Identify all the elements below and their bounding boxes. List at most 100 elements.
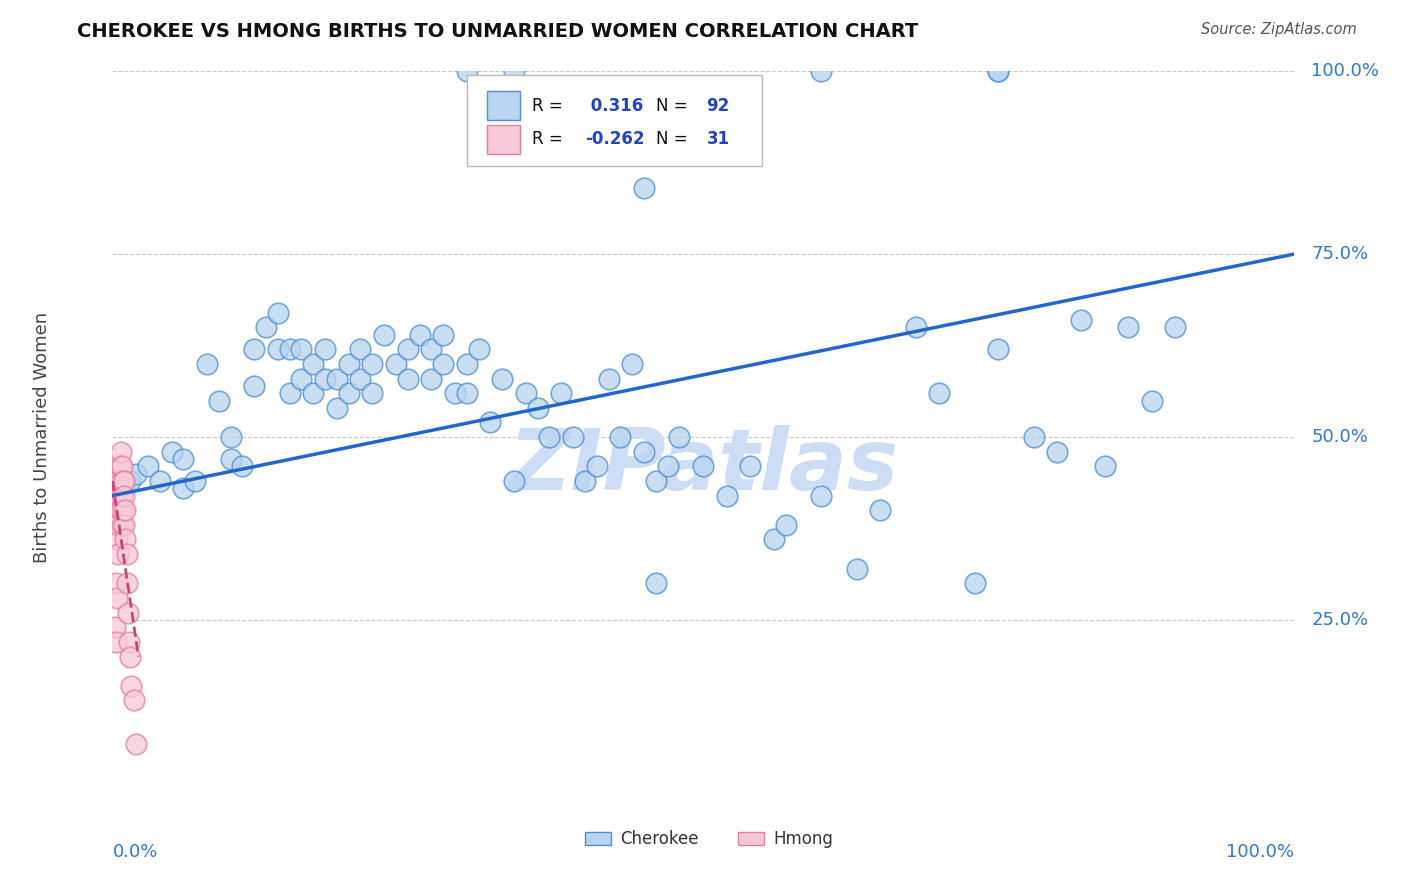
Point [432, 327, 454, 342]
Point [136, 459, 159, 474]
Point [172, 481, 194, 495]
Point [117, 606, 139, 620]
Point [633, 181, 655, 195]
Point [845, 562, 868, 576]
Point [120, 679, 142, 693]
Point [869, 503, 891, 517]
Point [456, 64, 478, 78]
Point [668, 430, 690, 444]
Point [598, 371, 620, 385]
Point [290, 371, 312, 385]
Point [104, 620, 127, 634]
Point [125, 737, 148, 751]
Point [114, 503, 136, 517]
Point [112, 474, 135, 488]
Point [1070, 313, 1092, 327]
Point [110, 474, 132, 488]
Point [278, 343, 301, 357]
Text: 75.0%: 75.0% [1312, 245, 1368, 263]
Point [1140, 393, 1163, 408]
Text: Source: ZipAtlas.com: Source: ZipAtlas.com [1201, 22, 1357, 37]
Point [467, 343, 489, 357]
Point [110, 444, 132, 458]
Text: Cherokee: Cherokee [620, 830, 699, 847]
Point [184, 474, 207, 488]
Text: CHEROKEE VS HMONG BIRTHS TO UNMARRIED WOMEN CORRELATION CHART: CHEROKEE VS HMONG BIRTHS TO UNMARRIED WO… [77, 22, 918, 41]
Point [491, 371, 513, 385]
Point [762, 533, 785, 547]
Point [118, 635, 141, 649]
Point [314, 343, 336, 357]
Point [396, 371, 419, 385]
Point [644, 474, 666, 488]
Point [105, 591, 128, 605]
Point [111, 489, 134, 503]
Point [456, 386, 478, 401]
Point [479, 416, 502, 430]
Point [195, 357, 218, 371]
Point [361, 357, 384, 371]
Text: R =: R = [531, 130, 562, 148]
Point [267, 343, 290, 357]
Point [243, 379, 266, 393]
Point [633, 444, 655, 458]
Point [278, 386, 301, 401]
Point [149, 474, 172, 488]
Point [105, 635, 128, 649]
Point [290, 343, 312, 357]
Point [526, 401, 548, 415]
Point [172, 452, 194, 467]
Text: 25.0%: 25.0% [1312, 611, 1368, 629]
Point [111, 459, 134, 474]
Point [550, 386, 572, 401]
FancyBboxPatch shape [486, 125, 520, 154]
Point [1164, 320, 1187, 334]
Point [775, 517, 797, 532]
Point [810, 64, 832, 78]
Point [219, 430, 242, 444]
Point [112, 503, 135, 517]
Point [444, 386, 467, 401]
Point [326, 371, 349, 385]
Point [107, 547, 129, 561]
Text: 100.0%: 100.0% [1312, 62, 1379, 80]
Point [420, 343, 443, 357]
Point [122, 693, 145, 707]
FancyBboxPatch shape [738, 832, 765, 846]
Text: 0.0%: 0.0% [112, 843, 157, 861]
Point [349, 343, 371, 357]
Point [585, 459, 607, 474]
Point [1046, 444, 1069, 458]
Point [112, 474, 135, 488]
Point [657, 459, 679, 474]
Point [243, 343, 266, 357]
Point [107, 474, 129, 488]
Point [574, 474, 596, 488]
Point [692, 459, 714, 474]
Point [904, 320, 927, 334]
Text: 50.0%: 50.0% [1312, 428, 1368, 446]
Point [314, 371, 336, 385]
Text: Births to Unmarried Women: Births to Unmarried Women [32, 311, 51, 563]
Text: 92: 92 [707, 96, 730, 115]
Point [349, 371, 371, 385]
Point [987, 64, 1010, 78]
Point [112, 489, 135, 503]
Text: 31: 31 [707, 130, 730, 148]
Point [609, 430, 631, 444]
Point [987, 343, 1010, 357]
Point [105, 576, 128, 591]
Point [254, 320, 277, 334]
Point [120, 474, 142, 488]
Point [644, 576, 666, 591]
Point [396, 343, 419, 357]
Point [302, 386, 325, 401]
Point [208, 393, 231, 408]
Point [160, 444, 183, 458]
Point [337, 357, 360, 371]
Point [928, 386, 950, 401]
Point [115, 576, 138, 591]
Text: 0.316: 0.316 [585, 96, 643, 115]
Point [302, 357, 325, 371]
Point [1116, 320, 1139, 334]
